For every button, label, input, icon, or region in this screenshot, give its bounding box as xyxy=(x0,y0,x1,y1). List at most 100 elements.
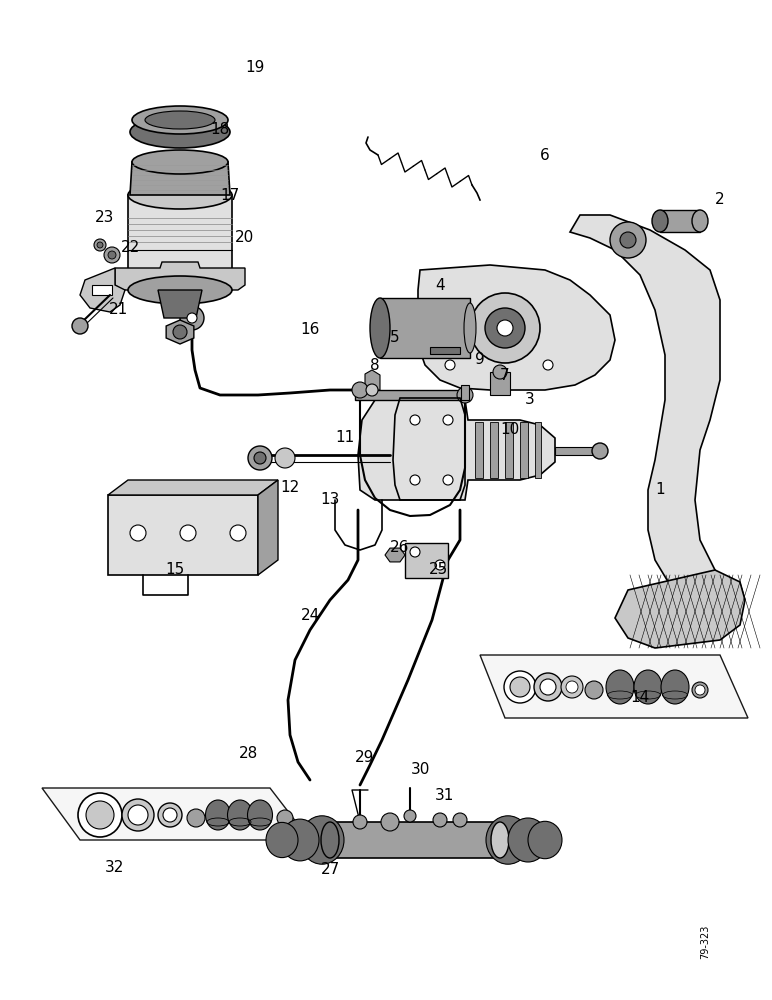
Ellipse shape xyxy=(370,298,390,358)
Polygon shape xyxy=(365,370,380,390)
Circle shape xyxy=(254,452,266,464)
Circle shape xyxy=(534,673,562,701)
Text: 11: 11 xyxy=(335,430,354,446)
Polygon shape xyxy=(108,480,278,495)
Polygon shape xyxy=(330,822,500,858)
Circle shape xyxy=(485,308,525,348)
Ellipse shape xyxy=(464,303,476,353)
Text: 15: 15 xyxy=(165,562,185,578)
Circle shape xyxy=(352,382,368,398)
Circle shape xyxy=(410,547,420,557)
Ellipse shape xyxy=(266,822,298,858)
Circle shape xyxy=(443,415,453,425)
Circle shape xyxy=(108,251,116,259)
Text: 1: 1 xyxy=(655,483,665,497)
Text: 19: 19 xyxy=(245,60,265,76)
Text: 25: 25 xyxy=(428,562,448,578)
Circle shape xyxy=(561,676,583,698)
Text: 12: 12 xyxy=(280,481,300,495)
Circle shape xyxy=(433,813,447,827)
Polygon shape xyxy=(615,570,745,648)
Circle shape xyxy=(457,387,473,403)
Circle shape xyxy=(94,239,106,251)
Text: 17: 17 xyxy=(220,188,239,202)
Text: 14: 14 xyxy=(631,690,649,706)
Circle shape xyxy=(410,415,420,425)
Polygon shape xyxy=(355,390,470,400)
Circle shape xyxy=(163,808,177,822)
Polygon shape xyxy=(490,422,498,478)
Circle shape xyxy=(277,810,293,826)
Circle shape xyxy=(453,813,467,827)
Circle shape xyxy=(130,525,146,541)
Circle shape xyxy=(230,525,246,541)
Polygon shape xyxy=(480,655,748,718)
Polygon shape xyxy=(570,215,730,600)
Ellipse shape xyxy=(248,800,273,830)
Polygon shape xyxy=(405,543,448,578)
Circle shape xyxy=(510,677,530,697)
Polygon shape xyxy=(505,422,513,478)
Polygon shape xyxy=(358,400,555,500)
Ellipse shape xyxy=(652,210,668,232)
Text: 7: 7 xyxy=(500,367,510,382)
Ellipse shape xyxy=(130,116,230,148)
Text: 13: 13 xyxy=(320,492,340,508)
Ellipse shape xyxy=(634,670,662,704)
Circle shape xyxy=(158,803,182,827)
Circle shape xyxy=(381,813,399,831)
Text: 27: 27 xyxy=(320,862,340,878)
Circle shape xyxy=(187,809,205,827)
Circle shape xyxy=(187,313,197,323)
Circle shape xyxy=(592,443,608,459)
Text: 4: 4 xyxy=(435,277,445,292)
Text: 5: 5 xyxy=(390,330,400,346)
Text: 10: 10 xyxy=(500,422,520,438)
Ellipse shape xyxy=(486,816,530,864)
Ellipse shape xyxy=(508,818,548,862)
Text: 18: 18 xyxy=(211,122,229,137)
Polygon shape xyxy=(461,385,469,400)
Text: 29: 29 xyxy=(355,750,374,766)
Text: 31: 31 xyxy=(435,788,455,802)
Text: 16: 16 xyxy=(300,322,320,338)
Circle shape xyxy=(620,232,636,248)
Ellipse shape xyxy=(661,670,689,704)
Polygon shape xyxy=(535,422,541,478)
Ellipse shape xyxy=(281,819,319,861)
Ellipse shape xyxy=(132,150,228,174)
Ellipse shape xyxy=(606,670,634,704)
Polygon shape xyxy=(128,195,232,290)
Circle shape xyxy=(695,685,705,695)
Polygon shape xyxy=(490,372,510,395)
Circle shape xyxy=(404,810,416,822)
Ellipse shape xyxy=(128,181,232,209)
Ellipse shape xyxy=(145,111,215,129)
Text: 28: 28 xyxy=(239,746,258,760)
Text: 3: 3 xyxy=(525,392,535,408)
Text: 32: 32 xyxy=(105,860,125,876)
Circle shape xyxy=(497,320,513,336)
Polygon shape xyxy=(166,320,194,344)
Ellipse shape xyxy=(321,822,339,858)
Circle shape xyxy=(180,525,196,541)
Text: 2: 2 xyxy=(715,192,725,208)
Circle shape xyxy=(410,475,420,485)
Circle shape xyxy=(504,671,536,703)
Ellipse shape xyxy=(132,106,228,134)
Ellipse shape xyxy=(300,816,344,864)
Text: 9: 9 xyxy=(475,353,485,367)
Circle shape xyxy=(122,799,154,831)
Polygon shape xyxy=(520,422,528,478)
Text: 23: 23 xyxy=(95,211,115,226)
Circle shape xyxy=(248,446,272,470)
Circle shape xyxy=(104,247,120,263)
Circle shape xyxy=(443,475,453,485)
Polygon shape xyxy=(42,788,310,840)
Text: 79-323: 79-323 xyxy=(700,925,710,959)
Circle shape xyxy=(470,293,540,363)
Polygon shape xyxy=(80,268,125,312)
Polygon shape xyxy=(258,480,278,575)
Circle shape xyxy=(78,793,122,837)
Polygon shape xyxy=(555,447,600,455)
